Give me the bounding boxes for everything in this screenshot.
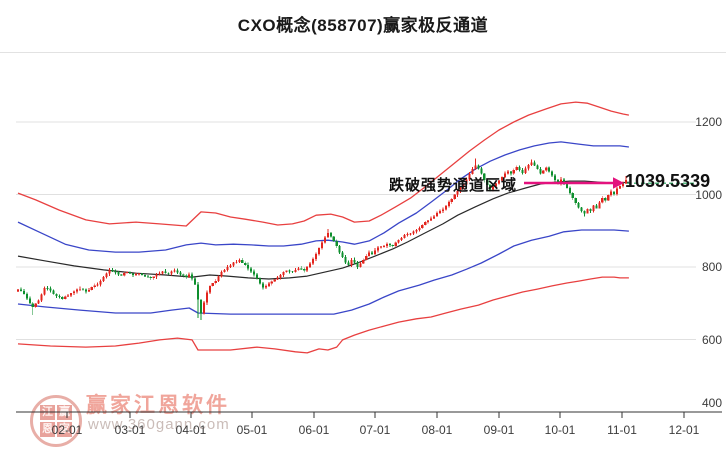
band-upper_outer_red: [17, 101, 630, 227]
x-axis-label-12-01: 12-01: [668, 423, 700, 437]
y-axis-label-800: 800: [701, 260, 722, 274]
seal-char: 家: [57, 422, 72, 437]
last-price-label: 1039.5339: [625, 171, 711, 191]
x-axis-label-04-01: 04-01: [175, 423, 207, 437]
channel-breakdown-annotation: 跌破强势通道区域: [389, 177, 518, 194]
x-axis-label-02-01: 02-01: [51, 423, 83, 437]
y-axis-label-1000: 1000: [695, 187, 722, 202]
watermark-brand: 赢家江恩软件: [86, 394, 230, 417]
x-axis-label-08-01: 08-01: [421, 423, 453, 437]
seal-char: 恩: [40, 422, 55, 437]
x-axis-label-05-01: 05-01: [236, 423, 268, 437]
x-axis-label-09-01: 09-01: [483, 423, 515, 437]
band-middle_black: [17, 180, 629, 280]
band-lower_inner_blue: [17, 229, 629, 315]
annotation-arrow-head: [613, 177, 624, 189]
x-axis-label-07-01: 07-01: [359, 423, 391, 437]
x-axis-label-11-01: 11-01: [607, 423, 637, 437]
band-lower_outer_red: [17, 276, 629, 354]
page-title: CXO概念(858707)赢家极反通道: [237, 16, 489, 35]
y-axis-label-600: 600: [701, 332, 722, 347]
y-axis-label-1200: 1200: [695, 115, 722, 129]
title-separator: [0, 52, 726, 53]
x-axis-label-06-01: 06-01: [298, 423, 330, 437]
x-axis-label-10-01: 10-01: [544, 423, 576, 437]
watermark-url: www.360gann.com: [88, 416, 230, 433]
band-upper_inner_blue: [17, 141, 629, 253]
y-axis-label-400: 400: [701, 396, 722, 410]
x-axis-label-03-01: 03-01: [114, 423, 146, 437]
